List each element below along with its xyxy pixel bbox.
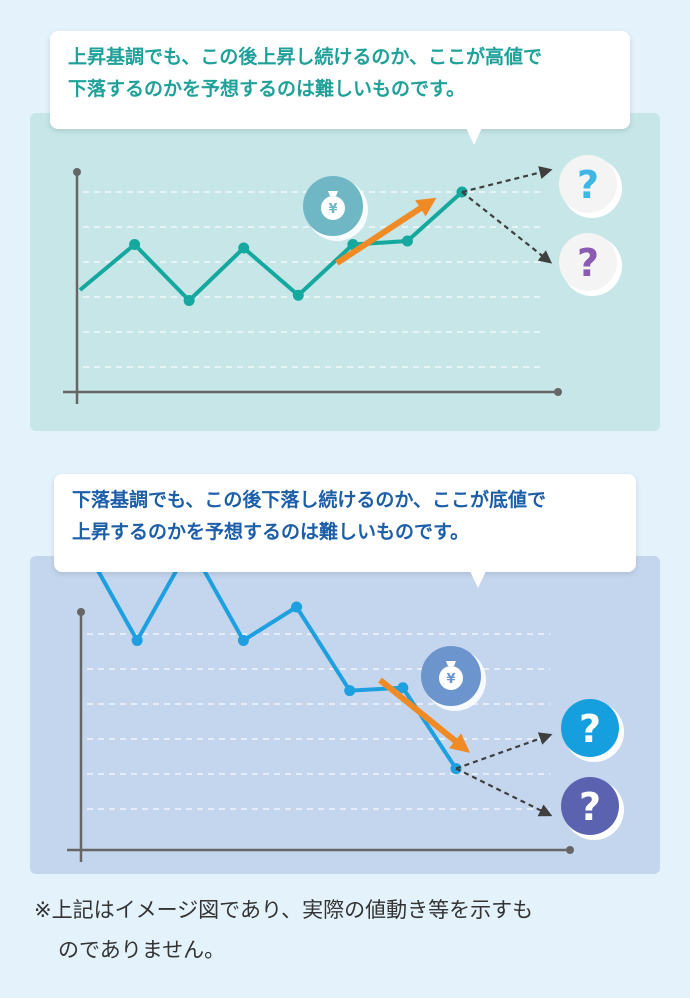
down-question-icon-bottom: [561, 777, 619, 835]
down-data-point-5: [344, 685, 356, 697]
down-branch-arrow-up: [455, 732, 553, 770]
down-y-axis-cap: [77, 608, 85, 616]
down-question-icon-bottom-glyph: ?: [579, 785, 601, 829]
up-branch-arrow-up: [461, 166, 553, 194]
up-data-point-3: [238, 242, 250, 254]
down-branch-arrow-down: [455, 767, 553, 817]
footnote: ※上記はイメージ図であり、実際の値動き等を示すも のでありません。: [34, 890, 654, 970]
callout-downtrend: 下落基調でも、この後下落し続けるのか、ここが底値で 上昇するのかを予想するのは難…: [54, 474, 636, 588]
up-branch-arrow-down: [461, 191, 553, 264]
callout-downtrend-line2: 上昇するのかを予想するのは難しいものです。: [72, 521, 470, 543]
down-money-bag-yen: ¥: [446, 672, 455, 687]
callout-uptrend: 上昇基調でも、この後上昇し続けるのか、ここが高値で 下落するのかを予想するのは難…: [50, 31, 630, 145]
up-data-point-6: [401, 235, 413, 247]
up-question-icon-top: [559, 155, 617, 213]
up-question-icon-bottom: [559, 233, 617, 291]
down-x-axis-cap: [566, 846, 574, 854]
callout-downtrend-line1: 下落基調でも、この後下落し続けるのか、ここが底値で: [72, 489, 547, 511]
up-data-point-2: [183, 295, 195, 306]
up-question-icon-bottom-glyph: ?: [577, 241, 599, 285]
footnote-line1: ※上記はイメージ図であり、実際の値動き等を示すも: [34, 898, 534, 922]
down-data-point-6: [397, 682, 409, 694]
up-data-point-4: [292, 289, 304, 301]
chart-panel-down: [30, 556, 660, 874]
callout-uptrend-line2: 下落するのかを予想するのは難しいものです。: [68, 78, 466, 100]
up-data-point-1: [129, 239, 141, 250]
down-data-point-1: [131, 634, 143, 646]
down-data-point-4: [291, 601, 303, 613]
down-trend-arrow-icon: [378, 677, 470, 753]
up-trend-arrow-icon: [335, 197, 437, 266]
footnote-line2: のでありません。: [58, 938, 226, 962]
up-x-axis-cap: [554, 388, 562, 396]
up-money-bag-yen: ¥: [328, 202, 337, 217]
up-money-bag-icon-body: [321, 196, 345, 220]
down-money-bag-icon-body: [439, 666, 463, 690]
down-question-icon-top-glyph: ?: [579, 707, 601, 751]
down-question-icon-top: [561, 699, 619, 757]
up-series-line: [78, 190, 464, 303]
up-question-icon-top-glyph: ?: [577, 163, 599, 207]
down-data-point-3: [237, 634, 249, 646]
up-money-bag-icon-neck: [328, 191, 338, 196]
callout-uptrend-line1: 上昇基調でも、この後上昇し続けるのか、ここが高値で: [68, 46, 543, 68]
up-y-axis-cap: [73, 168, 81, 176]
down-money-bag-icon-neck: [446, 661, 456, 666]
down-series-line: [82, 543, 458, 770]
chart-panel-up: [30, 113, 660, 431]
